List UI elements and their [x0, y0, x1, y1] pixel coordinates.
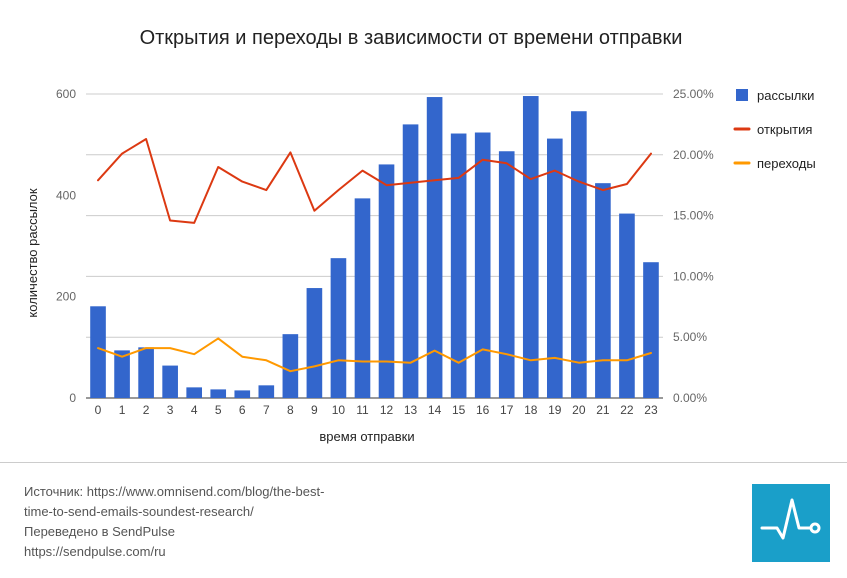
- x-tick-label: 15: [452, 403, 466, 417]
- bar: [571, 111, 587, 398]
- x-tick-label: 4: [191, 403, 198, 417]
- x-axis: 0 1 2 3 4 5 6 7 8 9 10 11 12 13 14 15 16 17 18 19 20 21 22 23: [95, 403, 658, 417]
- bar: [450, 133, 467, 398]
- bar: [426, 97, 443, 398]
- source-footer: Источник: https://www.omnisend.com/blog/…: [24, 482, 324, 562]
- x-tick-label: 16: [476, 403, 490, 417]
- legend-label: переходы: [757, 156, 816, 171]
- legend: рассылки открытия переходы: [733, 88, 816, 171]
- bar: [114, 350, 130, 398]
- right-tick-label: 25.00%: [673, 87, 714, 101]
- x-tick-label: 0: [95, 403, 102, 417]
- chart: Открытия и переходы в зависимости от вре…: [25, 27, 816, 444]
- line-series: [97, 138, 652, 373]
- bar: [162, 365, 178, 398]
- pulse-line-icon: [760, 498, 821, 540]
- chart-title: Открытия и переходы в зависимости от вре…: [140, 27, 683, 49]
- bar: [474, 132, 491, 399]
- source-line: time-to-send-emails-soundest-research/: [24, 504, 254, 519]
- bar: [258, 385, 275, 398]
- x-tick-label: 10: [332, 403, 346, 417]
- x-tick-label: 11: [356, 403, 369, 417]
- right-tick-label: 15.00%: [673, 209, 714, 223]
- x-tick-label: 17: [500, 403, 514, 417]
- bar: [522, 96, 539, 398]
- left-tick-label: 200: [56, 290, 76, 304]
- x-tick-label: 5: [215, 403, 222, 417]
- translation-note: Переведено в SendPulse: [24, 524, 175, 539]
- bar: [595, 183, 611, 398]
- bar: [354, 198, 371, 398]
- right-tick-label: 5.00%: [673, 330, 707, 344]
- x-tick-label: 21: [596, 403, 610, 417]
- legend-swatch: [736, 89, 748, 101]
- x-tick-label: 20: [572, 403, 586, 417]
- source-line: Источник: https://www.omnisend.com/blog/…: [24, 484, 325, 499]
- right-tick-label: 0.00%: [673, 391, 707, 405]
- x-tick-label: 22: [620, 403, 634, 417]
- bar: [378, 164, 395, 398]
- sendpulse-logo: [752, 484, 830, 562]
- x-tick-label: 9: [311, 403, 318, 417]
- bar: [498, 151, 515, 398]
- bar: [210, 389, 227, 398]
- left-tick-label: 600: [56, 87, 76, 101]
- bar: [306, 288, 323, 398]
- bar: [90, 306, 106, 398]
- bar: [643, 262, 659, 398]
- legend-label: открытия: [757, 122, 812, 137]
- left-tick-label: 0: [69, 391, 76, 405]
- x-tick-label: 1: [119, 403, 126, 417]
- x-tick-label: 7: [263, 403, 270, 417]
- y-axis-label: количество рассылок: [25, 188, 40, 317]
- x-tick-label: 14: [428, 403, 442, 417]
- footer-divider: [0, 462, 847, 463]
- x-tick-label: 3: [167, 403, 174, 417]
- series-line: [97, 337, 652, 373]
- x-tick-label: 13: [404, 403, 418, 417]
- bar: [234, 390, 251, 398]
- x-tick-label: 2: [143, 403, 150, 417]
- bar: [546, 138, 563, 398]
- right-axis: 0.00% 5.00% 10.00% 15.00% 20.00% 25.00%: [673, 87, 714, 405]
- bar: [619, 213, 635, 398]
- x-tick-label: 23: [644, 403, 658, 417]
- bar: [402, 124, 419, 399]
- x-tick-label: 18: [524, 403, 538, 417]
- right-tick-label: 10.00%: [673, 269, 714, 283]
- legend-label: рассылки: [757, 88, 814, 103]
- x-axis-label: время отправки: [319, 429, 414, 444]
- x-tick-label: 19: [548, 403, 562, 417]
- site-link[interactable]: https://sendpulse.com/ru: [24, 544, 166, 559]
- series-line: [97, 138, 652, 224]
- bar: [186, 387, 203, 398]
- left-axis: 0 200 400 600: [56, 87, 76, 405]
- left-tick-label: 400: [56, 188, 76, 202]
- bar: [138, 347, 154, 398]
- x-tick-label: 12: [380, 403, 394, 417]
- bar: [330, 258, 347, 398]
- x-tick-label: 6: [239, 403, 246, 417]
- bar-series: [90, 96, 659, 399]
- x-tick-label: 8: [287, 403, 294, 417]
- gridlines: [86, 93, 663, 399]
- bar: [282, 334, 299, 398]
- right-tick-label: 20.00%: [673, 148, 714, 162]
